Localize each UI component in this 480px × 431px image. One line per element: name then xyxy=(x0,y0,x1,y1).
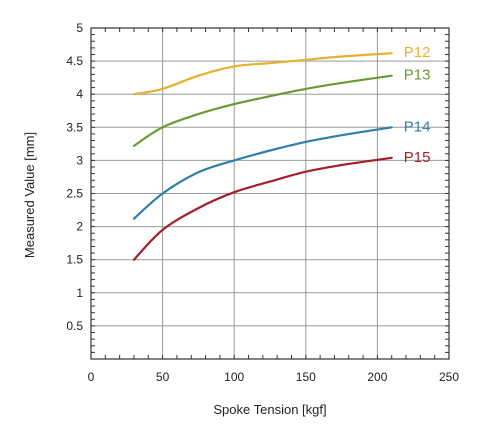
series-line-p13 xyxy=(132,74,393,147)
y-tick-label: 3 xyxy=(76,153,83,167)
series-line-p14 xyxy=(132,126,393,220)
y-tick-label: 4 xyxy=(76,87,83,101)
series-labels: P12 P13 P14 P15 xyxy=(404,44,431,166)
y-tick-label: 0.5 xyxy=(66,319,83,333)
x-tick-label: 200 xyxy=(367,370,387,384)
x-axis-title: Spoke Tension [kgf] xyxy=(213,402,326,417)
y-tick-label: 1 xyxy=(76,286,83,300)
series-line-p12 xyxy=(132,52,393,96)
series-label-p15: P15 xyxy=(404,149,431,166)
y-tick-labels: 0.5 1 1.5 2 2.5 3 3.5 4 4.5 5 xyxy=(66,21,83,333)
series-line-p15 xyxy=(132,156,393,261)
series-label-p13: P13 xyxy=(404,67,431,84)
series-label-p14: P14 xyxy=(404,118,431,135)
series-lines xyxy=(132,52,393,261)
x-tick-label: 250 xyxy=(439,370,459,384)
minor-tick-marks xyxy=(90,27,450,360)
y-tick-label: 4.5 xyxy=(66,54,83,68)
y-tick-label: 3.5 xyxy=(66,120,83,134)
y-axis-title: Measured Value [mm] xyxy=(22,132,37,258)
y-tick-label: 2.5 xyxy=(66,187,83,201)
x-tick-label: 150 xyxy=(296,370,316,384)
plot-frame xyxy=(90,27,450,360)
x-tick-label: 100 xyxy=(224,370,244,384)
y-tick-label: 1.5 xyxy=(66,253,83,267)
x-tick-label: 0 xyxy=(88,370,95,384)
x-tick-label: 50 xyxy=(156,370,170,384)
x-tick-labels: 0 50 100 150 200 250 xyxy=(88,370,460,384)
y-tick-label: 5 xyxy=(76,21,83,35)
y-tick-label: 2 xyxy=(76,220,83,234)
series-label-p12: P12 xyxy=(404,44,431,61)
